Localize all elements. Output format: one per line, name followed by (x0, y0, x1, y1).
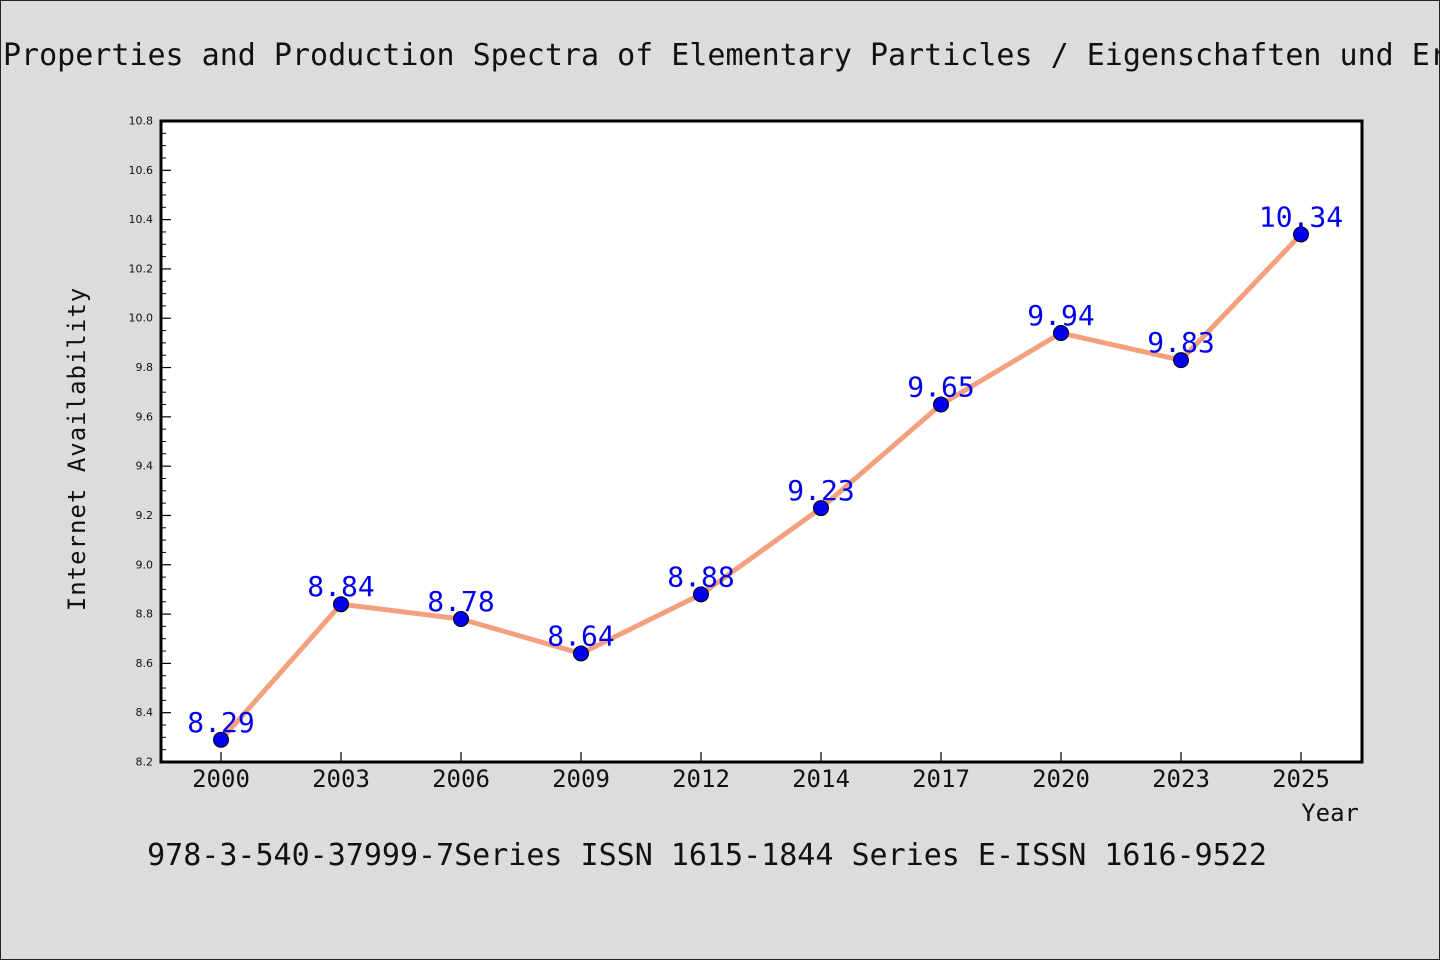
chart-subtitle: 978-3-540-37999-7Series ISSN 1615-1844 S… (147, 838, 1267, 873)
data-point (813, 500, 829, 517)
data-label: 8.88 (667, 560, 734, 593)
plot-background (161, 121, 1362, 762)
data-point (573, 645, 589, 662)
data-point (453, 611, 469, 628)
x-tick-label: 2020 (1032, 765, 1090, 793)
data-label: 9.83 (1147, 326, 1214, 359)
data-label: 8.64 (547, 620, 614, 653)
x-tick-label: 2009 (552, 765, 610, 793)
data-point (1173, 352, 1189, 369)
data-point (933, 396, 949, 413)
data-points (213, 226, 1309, 748)
x-axis-label: Year (1301, 799, 1359, 827)
x-tick-label: 2000 (192, 765, 250, 793)
y-tick-label: 8.6 (136, 657, 154, 670)
data-label: 8.84 (307, 570, 374, 603)
y-tick-label: 10.4 (129, 213, 154, 226)
x-tick-label: 2025 (1272, 765, 1330, 793)
data-labels: 8.29 8.84 8.78 8.64 8.88 9.23 9.65 9.94 9.83 10.3… (187, 200, 1343, 738)
data-label: 9.23 (787, 474, 854, 507)
y-tick-label: 9.6 (136, 410, 154, 423)
data-label: 8.78 (427, 585, 494, 618)
y-tick-label: 9.4 (136, 460, 154, 473)
chart-title: Properties and Production Spectra of Ele… (3, 38, 1439, 73)
x-tick-label: 2012 (672, 765, 730, 793)
y-tick-label: 8.2 (136, 756, 154, 769)
y-tick-label: 10.2 (129, 262, 154, 275)
y-tick-label: 8.8 (136, 608, 154, 621)
data-label: 10.34 (1259, 200, 1343, 233)
plot-area: 8.2 8.4 8.6 8.8 9.0 9.2 9.4 9.6 9.8 10.0 10.2 10.4 1… (129, 115, 1364, 793)
y-tick-label: 8.4 (136, 706, 154, 719)
data-point (1053, 325, 1069, 342)
x-axis-ticks: 2000 2003 2006 2009 2012 2014 2017 2020 2023 2025 (192, 752, 1330, 793)
data-label: 9.94 (1027, 299, 1094, 332)
y-tick-label: 10.6 (129, 164, 154, 177)
y-tick-label: 9.8 (136, 361, 154, 374)
x-tick-label: 2006 (432, 765, 490, 793)
data-point (693, 586, 709, 603)
plot-border (159, 119, 1364, 764)
data-point (1293, 226, 1309, 243)
y-axis-label: Internet Availability (63, 287, 91, 611)
data-label: 8.29 (187, 706, 254, 739)
x-tick-label: 2023 (1152, 765, 1210, 793)
y-tick-label: 9.0 (136, 558, 154, 571)
y-axis-ticks: 8.2 8.4 8.6 8.8 9.0 9.2 9.4 9.6 9.8 10.0 10.2 10.4 1… (129, 115, 171, 769)
x-tick-label: 2014 (792, 765, 850, 793)
data-point (333, 596, 349, 613)
data-point (213, 731, 229, 748)
y-tick-label: 10.0 (129, 312, 154, 325)
x-tick-label: 2003 (312, 765, 370, 793)
x-tick-label: 2017 (912, 765, 970, 793)
series-line (218, 231, 1304, 743)
y-tick-label: 10.8 (129, 115, 154, 128)
y-tick-label: 9.2 (136, 509, 154, 522)
data-label: 9.65 (907, 371, 974, 404)
